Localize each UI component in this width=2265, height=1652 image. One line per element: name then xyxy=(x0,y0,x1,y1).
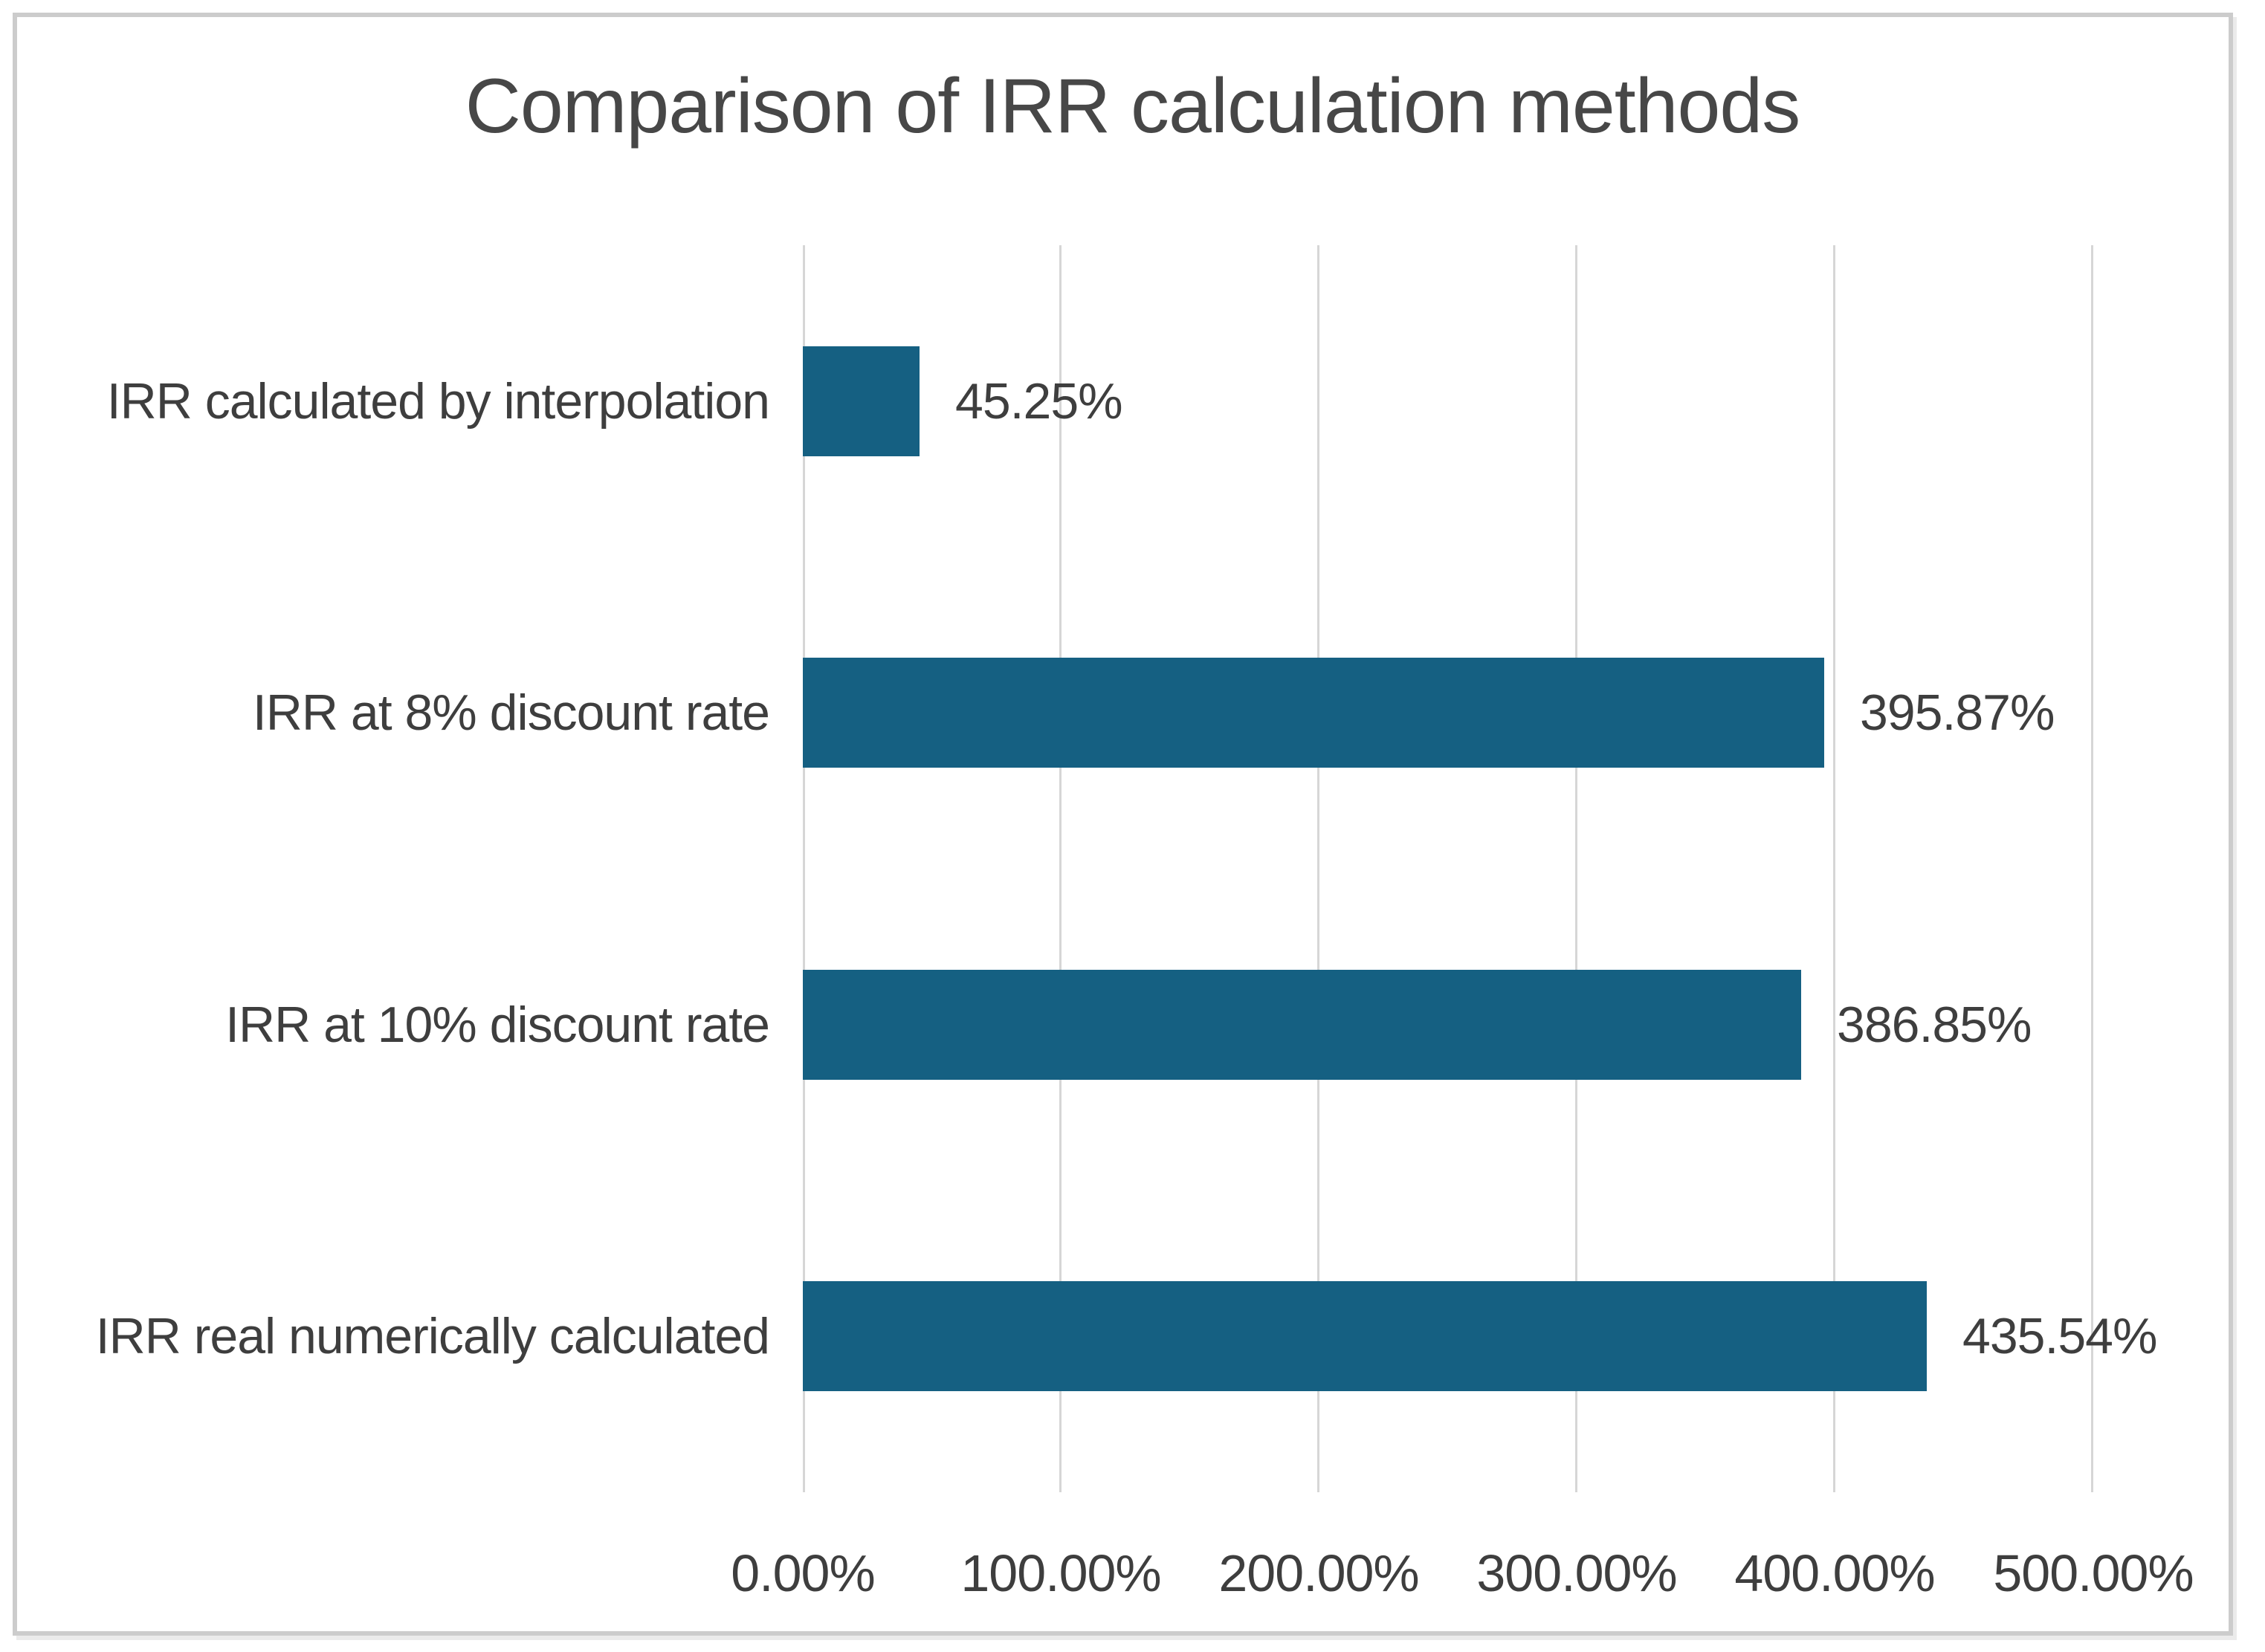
x-tick-label: 500.00% xyxy=(1993,1544,2194,1602)
data-label: 45.25% xyxy=(955,372,1123,430)
bar-row: IRR at 8% discount rate 395.87% xyxy=(45,557,2185,868)
x-axis: 0.00% 100.00% 200.00% 300.00% 400.00% 50… xyxy=(0,1532,2265,1614)
gridline-400 xyxy=(1833,245,1835,1492)
bar-interpolation xyxy=(803,346,920,456)
category-label: IRR calculated by interpolation xyxy=(106,372,770,430)
bar-row: IRR at 10% discount rate 386.85% xyxy=(45,869,2185,1180)
x-tick-label: 0.00% xyxy=(731,1544,875,1602)
gridline-200 xyxy=(1317,245,1319,1492)
x-tick-label: 400.00% xyxy=(1734,1544,1935,1602)
bar-10pct-discount xyxy=(803,970,1801,1080)
bar-numerical xyxy=(803,1281,1927,1391)
bar-rows: IRR calculated by interpolation 45.25% I… xyxy=(45,245,2185,1492)
data-label: 395.87% xyxy=(1860,684,2055,741)
bar-row: IRR calculated by interpolation 45.25% xyxy=(45,245,2185,557)
category-label: IRR at 8% discount rate xyxy=(252,684,770,741)
plot-area xyxy=(803,245,2093,1492)
x-tick-label: 300.00% xyxy=(1476,1544,1677,1602)
data-label: 435.54% xyxy=(1962,1307,2157,1364)
category-label: IRR at 10% discount rate xyxy=(225,996,770,1053)
x-tick-label: 100.00% xyxy=(960,1544,1161,1602)
bar-row: IRR real numerically calculated 435.54% xyxy=(45,1180,2185,1491)
chart-title: Comparison of IRR calculation methods xyxy=(465,62,1800,149)
gridline-0 xyxy=(803,245,805,1492)
gridline-100 xyxy=(1059,245,1062,1492)
category-label: IRR real numerically calculated xyxy=(95,1307,770,1364)
x-tick-label: 200.00% xyxy=(1218,1544,1419,1602)
bar-8pct-discount xyxy=(803,658,1824,768)
gridline-500 xyxy=(2091,245,2093,1492)
data-label: 386.85% xyxy=(1837,996,2032,1053)
gridline-300 xyxy=(1575,245,1577,1492)
